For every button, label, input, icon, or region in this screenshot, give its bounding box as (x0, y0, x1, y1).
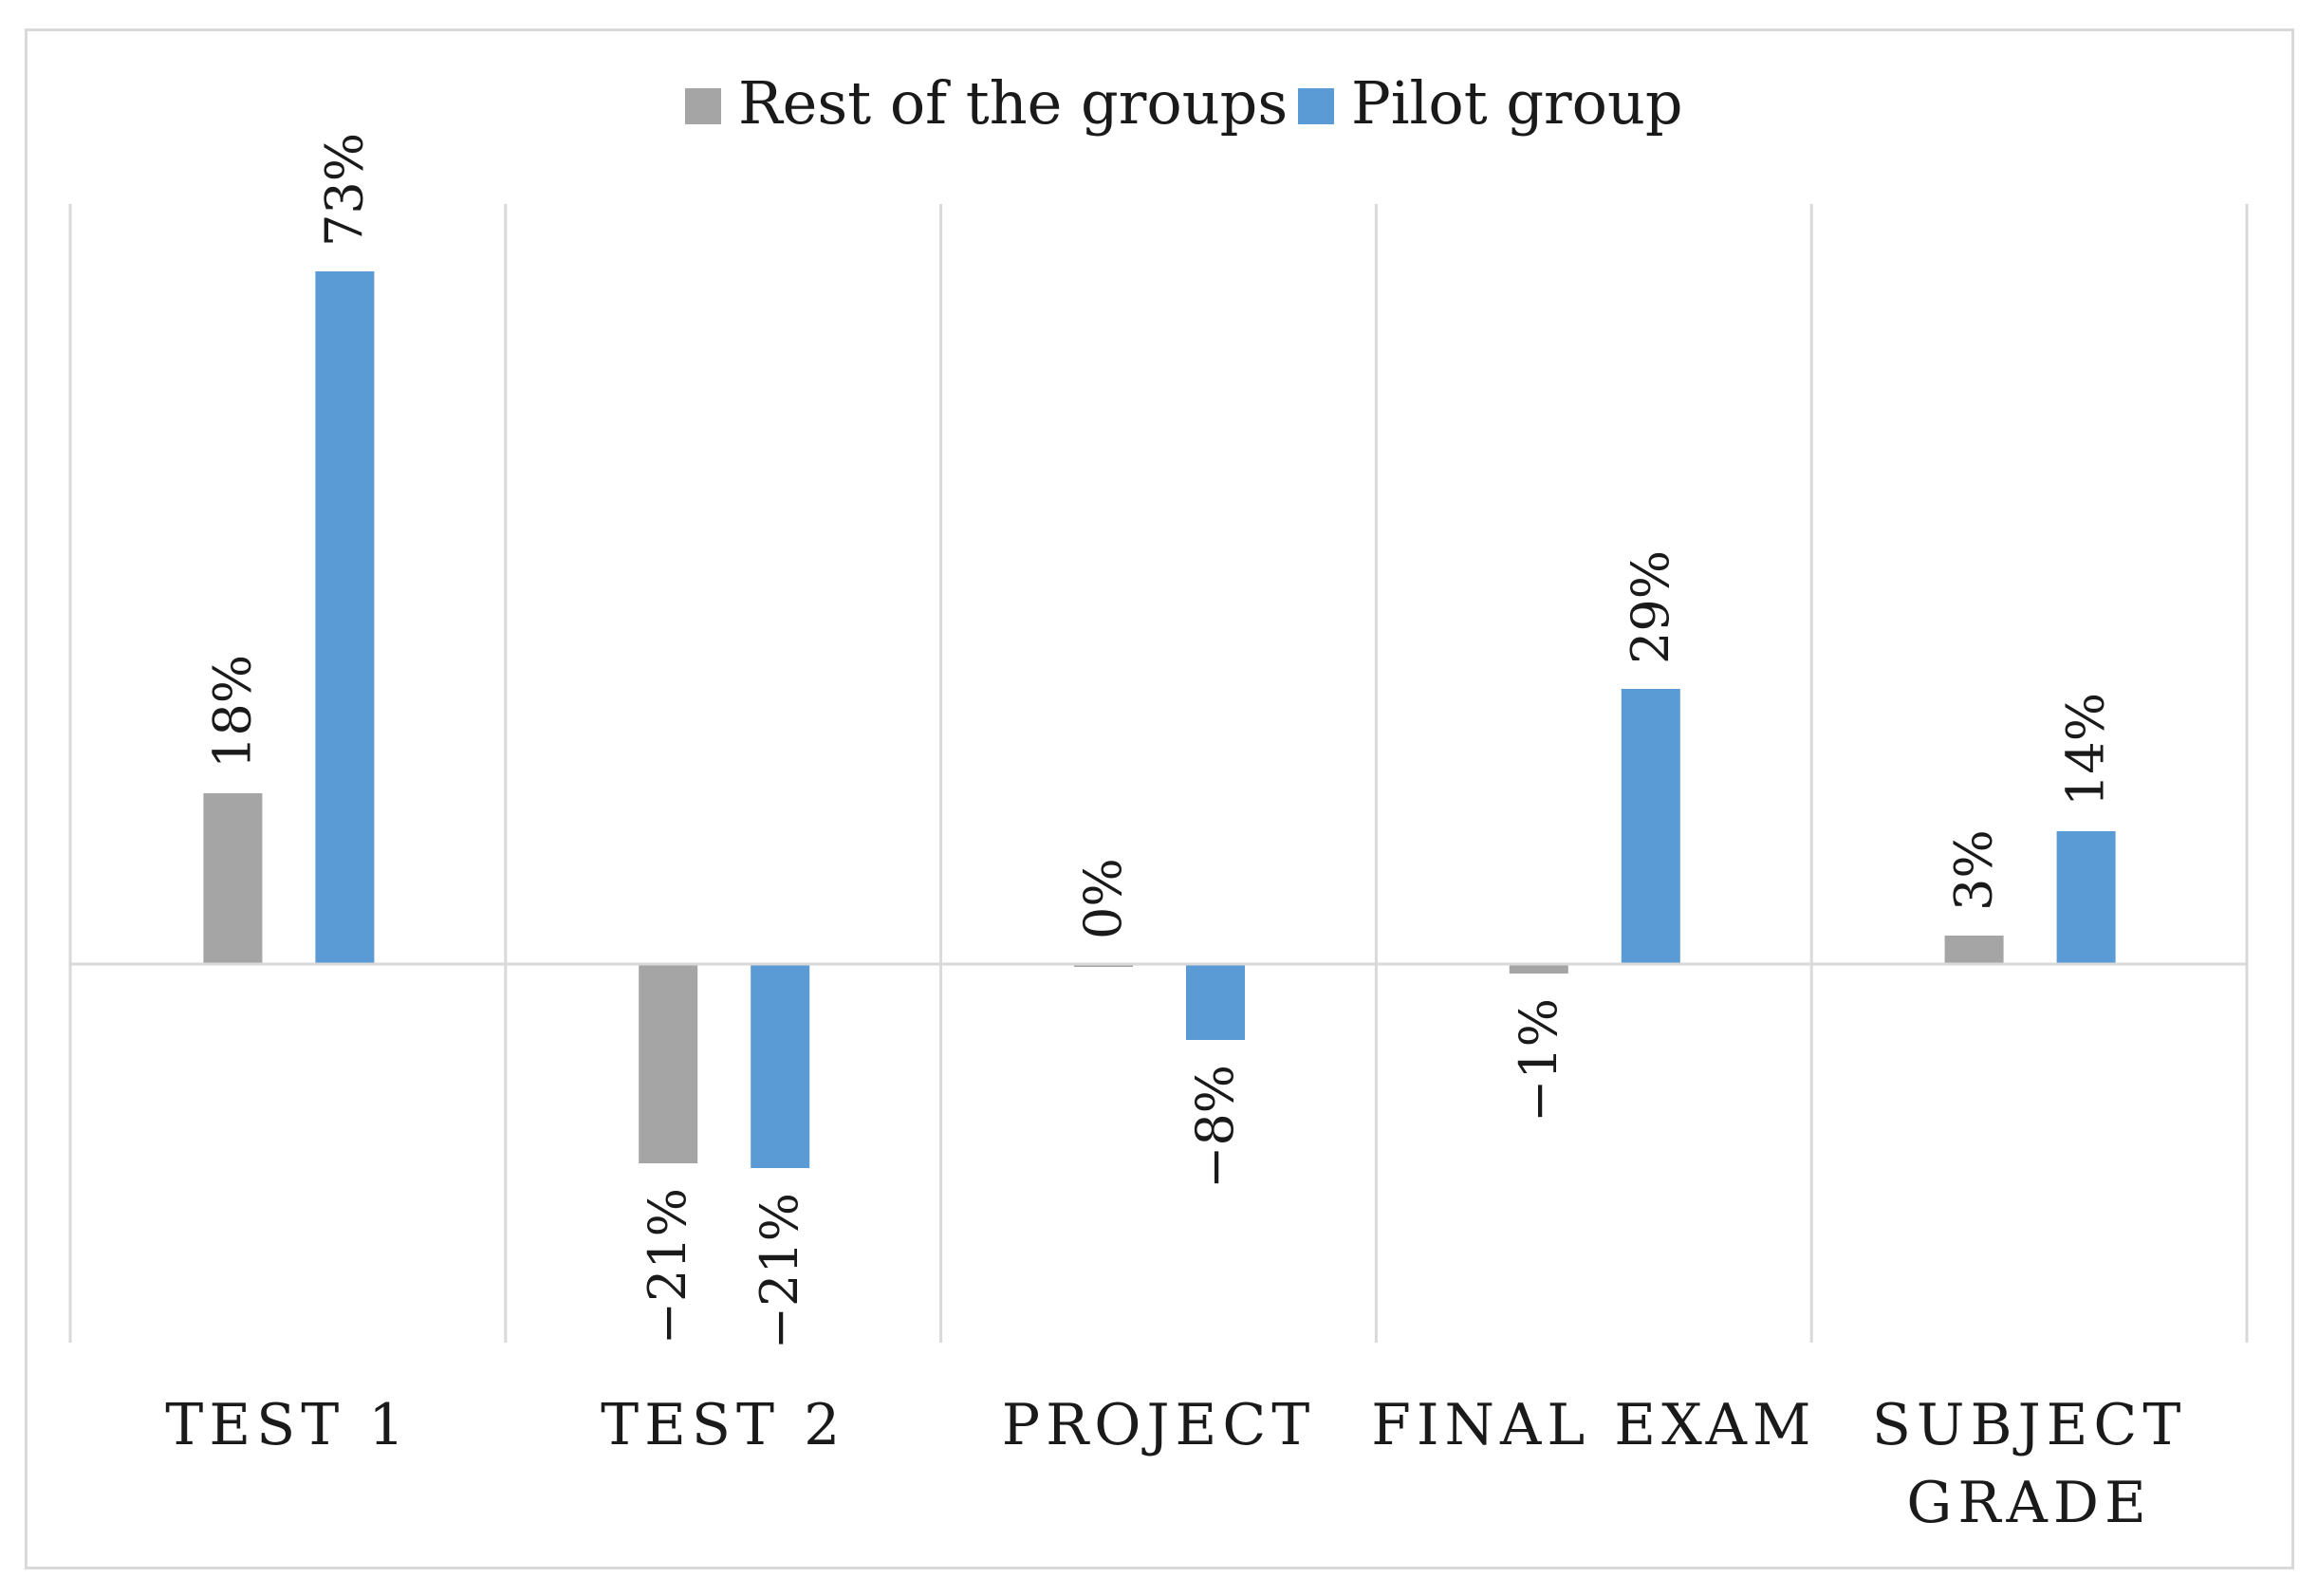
data-label: 18% (202, 655, 262, 769)
legend-label-pilot-group: Pilot group (1351, 68, 1683, 138)
data-label: 73% (314, 133, 374, 247)
bars (203, 271, 2116, 1168)
category-label: SUBJECT (1872, 1392, 2187, 1458)
data-label: −21% (750, 1193, 809, 1349)
bar-pilot-group-0 (315, 271, 375, 964)
data-label: −8% (1185, 1065, 1245, 1189)
category-label: FINAL EXAM (1371, 1392, 1816, 1458)
category-label: PROJECT (1002, 1392, 1316, 1458)
legend-swatch-rest-of-groups (685, 88, 721, 124)
chart-frame (25, 28, 2294, 1569)
data-label: 29% (1621, 550, 1680, 664)
bar-rest-of-groups-0 (203, 793, 263, 964)
data-label: 14% (2056, 693, 2116, 807)
category-separators (68, 204, 2249, 1343)
data-labels: 18% −21% 0% −1% 3% 73% −21% −8% 29% 14% (202, 133, 2115, 1349)
data-label: 3% (1944, 829, 2004, 911)
category-label: GRADE (1906, 1470, 2151, 1536)
legend: Rest of the groups Pilot group (685, 68, 1683, 138)
bar-pilot-group-1 (751, 964, 810, 1168)
legend-swatch-pilot-group (1298, 88, 1334, 124)
bar-rest-of-groups-4 (1944, 936, 2004, 964)
bar-rest-of-groups-1 (639, 964, 698, 1163)
bar-pilot-group-3 (1621, 689, 1680, 964)
category-label: TEST 2 (601, 1392, 845, 1458)
legend-label-rest-of-groups: Rest of the groups (738, 68, 1288, 138)
bar-pilot-group-2 (1186, 964, 1245, 1040)
data-label: −21% (638, 1188, 697, 1345)
category-labels: TEST 1 TEST 2 PROJECT FINAL EXAM SUBJECT GRAD… (165, 1392, 2187, 1536)
category-label: TEST 1 (165, 1392, 410, 1458)
data-label: 0% (1073, 858, 1133, 939)
data-label: −1% (1509, 998, 1568, 1123)
bar-pilot-group-4 (2056, 831, 2116, 964)
bar-rest-of-groups-3 (1509, 964, 1568, 974)
